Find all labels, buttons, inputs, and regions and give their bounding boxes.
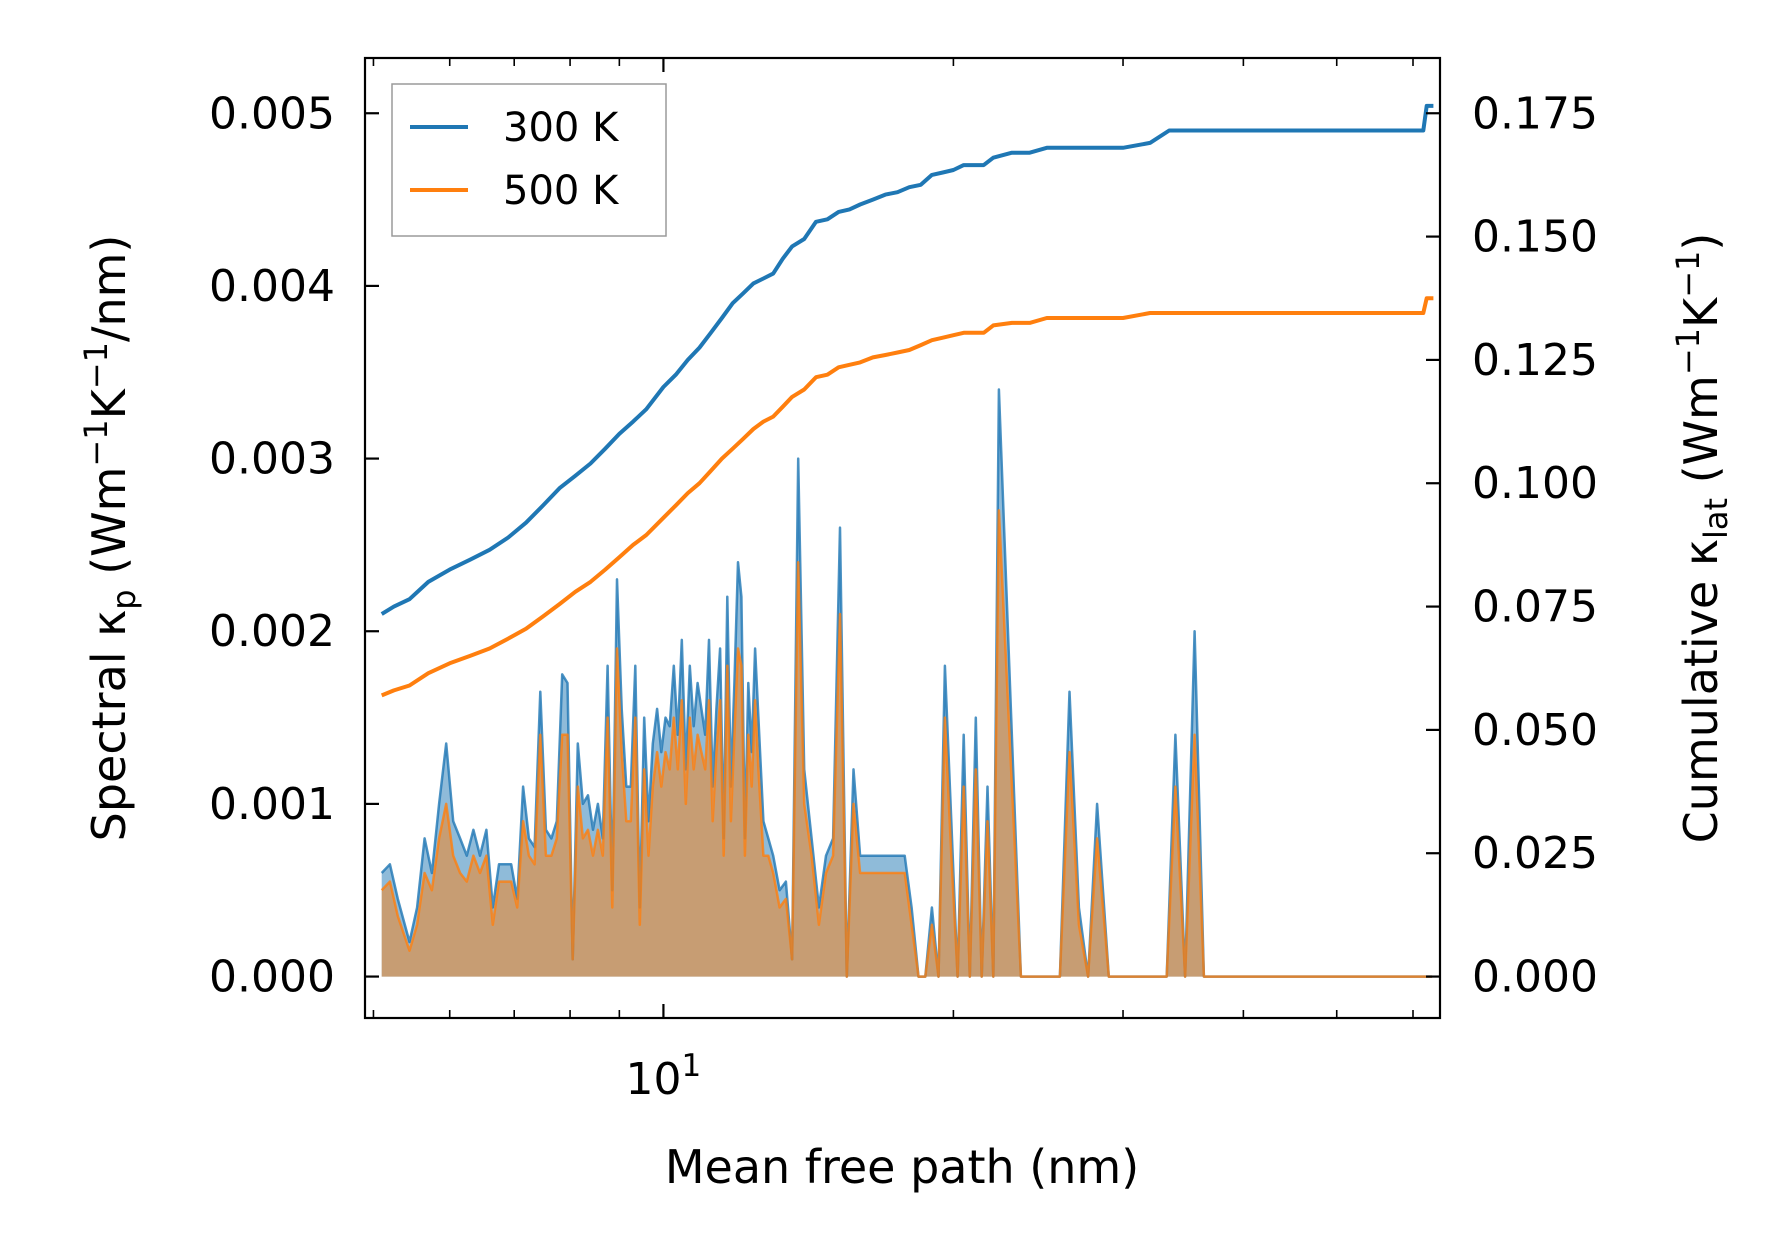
y-left-axis-label: Spectral κp (Wm−1K−1/nm) bbox=[77, 235, 143, 842]
y-right-tick-label-7: 0.175 bbox=[1472, 88, 1598, 139]
spectral-line-1 bbox=[380, 509, 1433, 978]
y-right-tick-label-2: 0.050 bbox=[1472, 705, 1598, 756]
legend-label-300k: 300 K bbox=[503, 105, 620, 151]
y-left-tick-label-4: 0.004 bbox=[209, 261, 335, 312]
y-right-tick-label-1: 0.025 bbox=[1472, 828, 1598, 879]
y-right-axis-label: Cumulative κlat (Wm−1K−1) bbox=[1669, 233, 1735, 844]
cumulative-line-0 bbox=[380, 103, 1434, 616]
y-left-tick-label-0: 0.000 bbox=[209, 952, 335, 1003]
legend-box bbox=[391, 83, 667, 237]
y-right-tick-label-4: 0.100 bbox=[1472, 458, 1598, 509]
y-right-tick-label-5: 0.125 bbox=[1472, 335, 1598, 386]
ticks-layer: 0.000 0.001 0.002 0.003 0.004 0.005 0.000 0.025… bbox=[209, 58, 1598, 1018]
spectral-layer bbox=[380, 388, 1433, 978]
spectral-fill-1 bbox=[381, 510, 1433, 977]
plot-frame bbox=[363, 56, 1442, 1020]
y-left-tick-label-2: 0.002 bbox=[209, 606, 335, 657]
y-right-tick-label-3: 0.075 bbox=[1472, 582, 1598, 633]
y-left-tick-label-1: 0.001 bbox=[209, 779, 335, 830]
cumulative-layer bbox=[380, 103, 1434, 698]
legend: 300 K 500 K bbox=[391, 83, 667, 237]
legend-label-500k: 500 K bbox=[503, 168, 620, 214]
y-left-tick-label-3: 0.003 bbox=[209, 434, 335, 485]
x-tick-label-10: 101 bbox=[626, 1048, 702, 1105]
x-axis-label: Mean free path (nm) bbox=[665, 1140, 1139, 1194]
cumulative-line-1 bbox=[380, 296, 1434, 698]
y-right-tick-label-0: 0.000 bbox=[1472, 952, 1598, 1003]
y-right-tick-label-6: 0.150 bbox=[1472, 212, 1598, 263]
y-left-tick-label-5: 0.005 bbox=[209, 88, 335, 139]
